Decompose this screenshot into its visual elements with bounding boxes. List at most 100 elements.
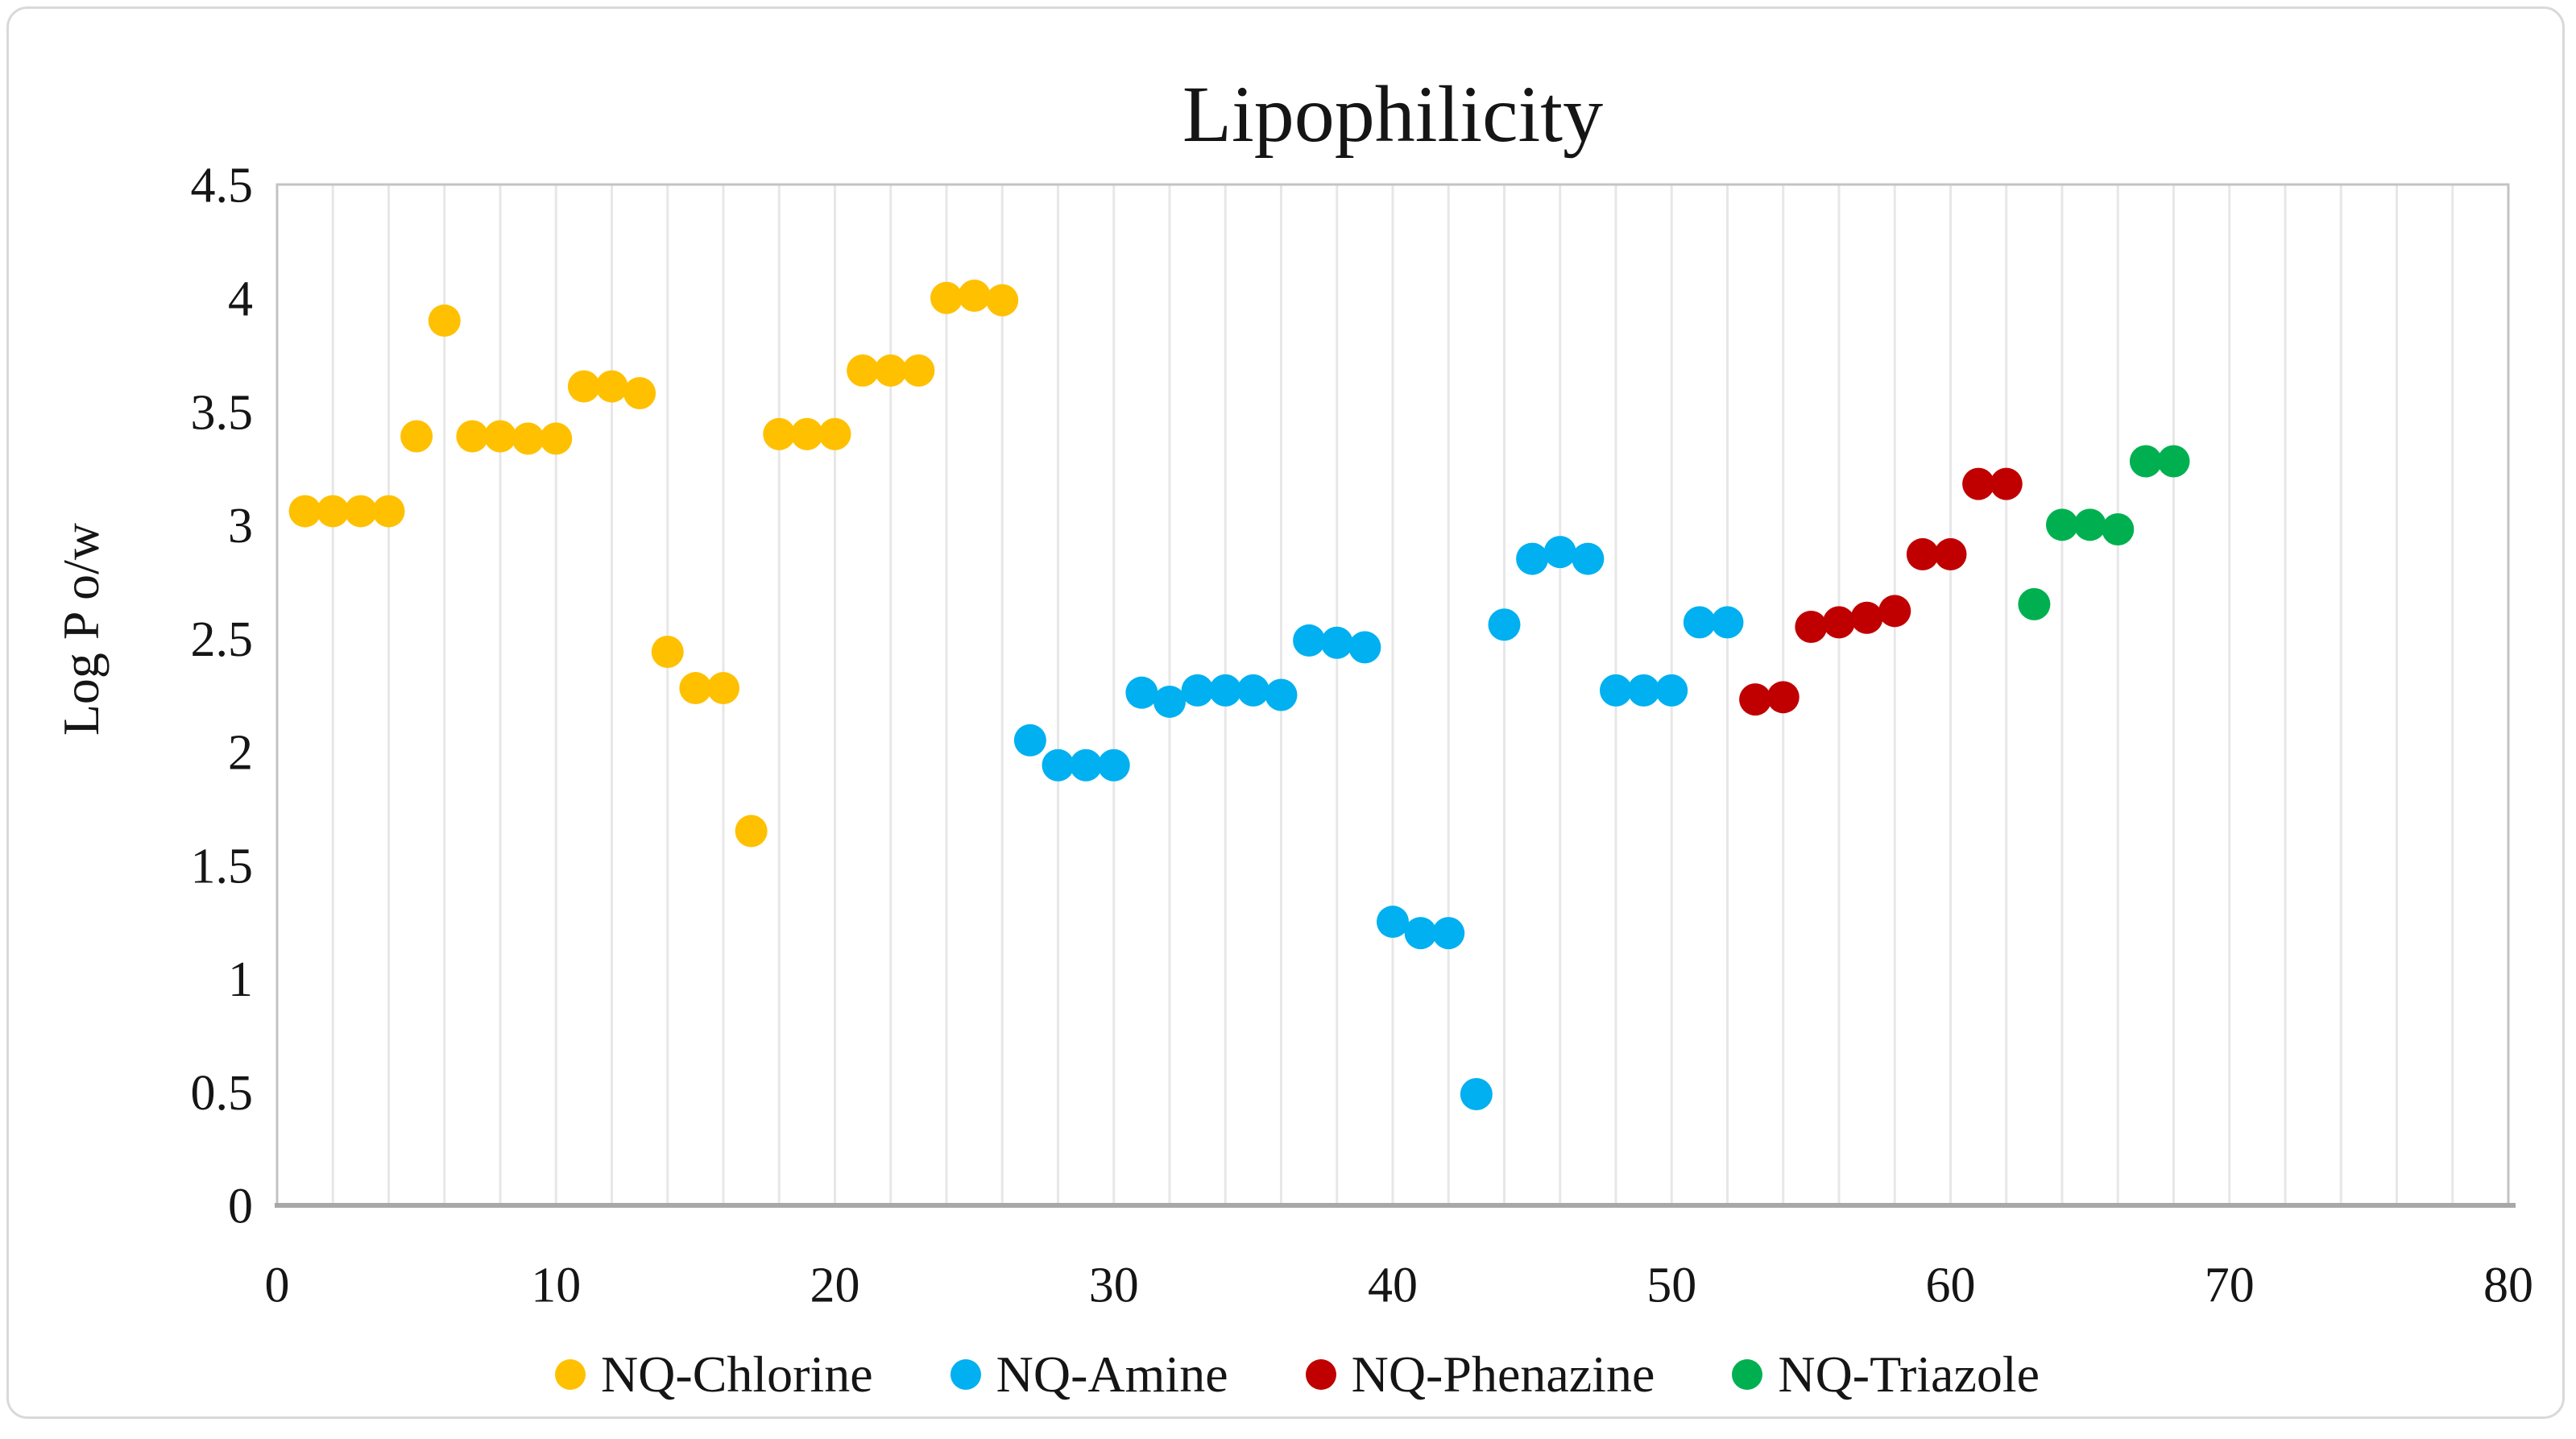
legend-item-nq-amine: NQ-Amine [950, 1345, 1228, 1404]
x-tick-label: 70 [2205, 1259, 2255, 1313]
x-tick-label: 30 [1089, 1259, 1139, 1313]
data-point-nq-chlorine [930, 281, 963, 314]
data-point-nq-amine [1460, 1078, 1493, 1111]
data-point-nq-chlorine [288, 495, 321, 528]
data-point-nq-chlorine [317, 495, 350, 528]
data-point-nq-amine [1600, 674, 1632, 707]
legend-marker-icon [1732, 1359, 1763, 1390]
scatter-plot: 0 0.5 1 1.5 2 2.5 3 3.5 4 4.5 0 10 20 30 40 50 60 70 80 [191, 159, 2534, 1313]
data-point-nq-triazole [2046, 508, 2078, 541]
data-point-nq-chlorine [511, 422, 545, 455]
data-point-nq-chlorine [595, 370, 628, 403]
data-point-nq-triazole [2018, 587, 2051, 620]
data-point-nq-amine [1572, 542, 1605, 575]
data-points [288, 279, 2190, 1111]
chart-title: Lipophilicity [1182, 69, 1604, 159]
data-point-nq-phenazine [1795, 611, 1828, 644]
y-tick-label: 1 [228, 952, 253, 1007]
data-point-nq-chlorine [874, 354, 907, 387]
data-point-nq-amine [1097, 749, 1130, 782]
data-point-nq-triazole [2073, 508, 2106, 541]
data-point-nq-chlorine [567, 370, 600, 403]
data-point-nq-chlorine [540, 422, 573, 455]
y-tick-label: 2 [228, 726, 253, 781]
y-axis-tick-labels: 0 0.5 1 1.5 2 2.5 3 3.5 4 4.5 [191, 159, 254, 1234]
legend-marker-icon [1305, 1359, 1336, 1390]
x-tick-label: 80 [2483, 1259, 2533, 1313]
data-point-nq-amine [1181, 674, 1214, 707]
data-point-nq-chlorine [818, 417, 851, 450]
legend-marker-icon [554, 1359, 586, 1390]
data-point-nq-chlorine [372, 495, 405, 528]
data-point-nq-amine [1293, 624, 1326, 657]
legend-marker-nq-phenazine [1305, 1359, 1336, 1390]
chart-frame: Lipophilicity Log P o/w 0 0.5 1 1.5 2 2.5 3 3.5… [6, 6, 2565, 1419]
data-point-nq-amine [1013, 724, 1046, 757]
legend-label: NQ-Triazole [1778, 1346, 2040, 1403]
legend-label: NQ-Chlorine [600, 1346, 873, 1403]
data-point-nq-amine [1042, 749, 1075, 782]
data-point-nq-phenazine [1990, 467, 2023, 500]
legend-marker-icon [950, 1359, 981, 1390]
x-tick-label: 10 [531, 1259, 581, 1313]
y-tick-label: 0.5 [191, 1066, 254, 1121]
y-tick-label: 4.5 [191, 159, 254, 214]
data-point-nq-amine [1320, 626, 1353, 659]
legend-marker-nq-amine [950, 1359, 981, 1390]
data-point-nq-amine [1655, 674, 1688, 707]
data-point-nq-chlorine [707, 672, 739, 705]
x-tick-label: 20 [810, 1259, 860, 1313]
data-point-nq-phenazine [1962, 467, 1995, 500]
data-point-nq-chlorine [623, 377, 656, 410]
data-point-nq-amine [1627, 674, 1660, 707]
legend-marker-nq-chlorine [554, 1359, 586, 1390]
data-point-nq-chlorine [428, 304, 461, 337]
data-point-nq-amine [1404, 917, 1437, 950]
legend-marker-nq-triazole [1732, 1359, 1763, 1390]
data-point-nq-chlorine [651, 636, 684, 669]
legend-item-nq-triazole: NQ-Triazole [1731, 1345, 2040, 1404]
data-point-nq-chlorine [986, 284, 1019, 317]
x-tick-label: 60 [1926, 1259, 1976, 1313]
data-point-nq-chlorine [902, 354, 935, 387]
data-point-nq-triazole [2102, 512, 2135, 545]
y-tick-label: 1.5 [191, 839, 254, 894]
legend-item-nq-chlorine: NQ-Chlorine [554, 1345, 873, 1404]
data-point-nq-triazole [2129, 445, 2162, 478]
data-point-nq-amine [1070, 749, 1103, 782]
data-point-nq-amine [1516, 542, 1549, 575]
data-point-nq-amine [1265, 678, 1298, 711]
data-point-nq-phenazine [1766, 681, 1799, 714]
data-point-nq-chlorine [344, 495, 377, 528]
data-point-nq-amine [1432, 917, 1465, 950]
data-point-nq-amine [1348, 631, 1381, 664]
y-tick-label: 0 [228, 1180, 253, 1234]
x-tick-label: 40 [1368, 1259, 1418, 1313]
gridlines [331, 185, 2454, 1205]
data-point-nq-chlorine [679, 672, 712, 705]
data-point-nq-amine [1711, 606, 1744, 639]
x-tick-label: 50 [1646, 1259, 1696, 1313]
data-point-nq-amine [1209, 674, 1242, 707]
data-point-nq-chlorine [790, 417, 823, 450]
y-tick-label: 2.5 [191, 612, 254, 667]
data-point-nq-phenazine [1823, 606, 1855, 639]
y-tick-label: 3 [228, 499, 253, 554]
data-point-nq-amine [1377, 906, 1409, 939]
data-point-nq-phenazine [1850, 601, 1883, 634]
y-tick-label: 3.5 [191, 385, 254, 440]
data-point-nq-amine [1543, 536, 1576, 569]
data-point-nq-triazole [2157, 445, 2190, 478]
data-point-nq-chlorine [456, 420, 489, 453]
data-point-nq-amine [1125, 676, 1158, 709]
data-point-nq-chlorine [958, 279, 991, 312]
data-point-nq-amine [1683, 606, 1716, 639]
data-point-nq-chlorine [484, 420, 516, 453]
data-point-nq-chlorine [400, 420, 433, 453]
data-point-nq-phenazine [1906, 537, 1939, 570]
x-axis-tick-labels: 0 10 20 30 40 50 60 70 80 [265, 1259, 2534, 1313]
data-point-nq-chlorine [763, 417, 796, 450]
data-point-nq-amine [1236, 674, 1269, 707]
legend-item-nq-phenazine: NQ-Phenazine [1305, 1345, 1655, 1404]
x-tick-label: 0 [265, 1259, 290, 1313]
